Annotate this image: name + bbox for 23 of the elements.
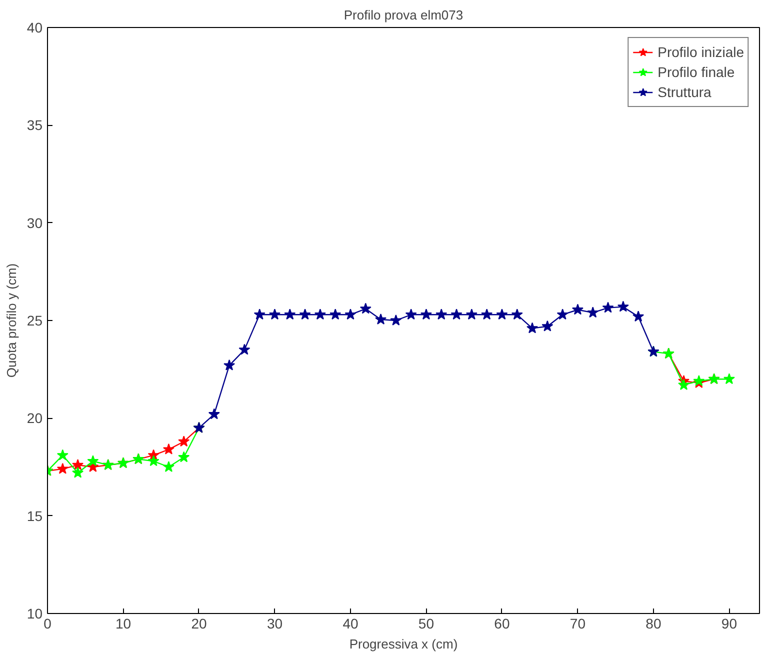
x-tick-label: 40 (342, 616, 358, 632)
legend-label: Profilo iniziale (658, 44, 744, 60)
y-tick-label: 10 (26, 606, 43, 622)
y-tick-label: 35 (26, 117, 43, 134)
chart-title: Profilo prova elm073 (344, 8, 464, 22)
x-axis-title: Progressiva x (cm) (349, 636, 458, 652)
x-tick-label: 60 (494, 616, 510, 632)
x-tick-label: 90 (721, 616, 738, 632)
y-tick-label: 20 (26, 410, 43, 426)
y-tick-label: 40 (26, 20, 43, 36)
x-tick-label: 10 (115, 616, 132, 632)
legend-label: Struttura (658, 84, 712, 100)
x-tick-label: 30 (266, 616, 283, 632)
y-tick-label: 25 (26, 312, 43, 328)
legend-label: Profilo finale (658, 64, 735, 80)
x-tick-label: 70 (570, 616, 586, 632)
x-tick-label: 20 (191, 616, 207, 632)
y-axis-title: Quota profilo y (cm) (4, 263, 19, 378)
x-tick-label: 50 (418, 616, 434, 632)
y-tick-label: 30 (26, 214, 43, 231)
x-tick-label: 0 (44, 616, 52, 632)
y-tick-label: 15 (26, 508, 43, 524)
x-tick-label: 80 (646, 616, 662, 632)
